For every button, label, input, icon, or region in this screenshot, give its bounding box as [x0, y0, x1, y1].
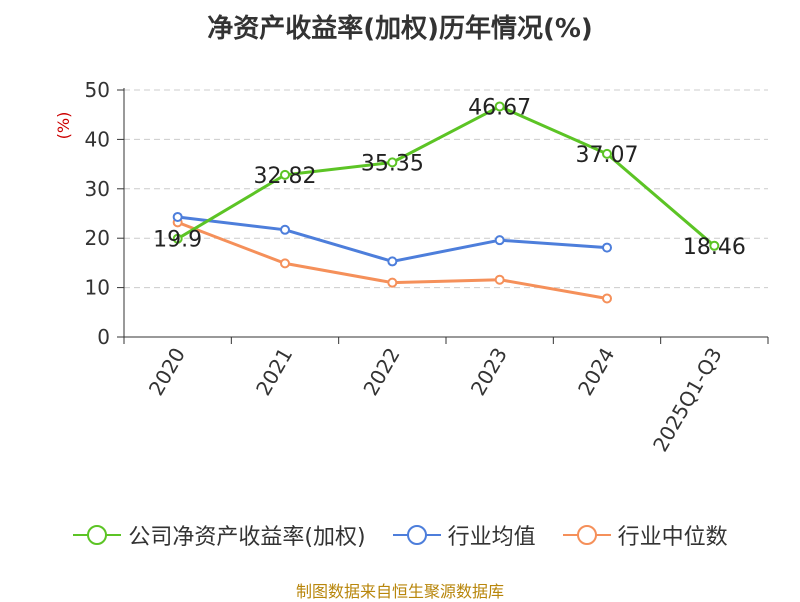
x-tick-label: 2025Q1-Q3: [648, 344, 727, 456]
y-tick-label: 20: [85, 226, 110, 250]
data-point-0: [387, 157, 398, 168]
legend-line-icon: [562, 525, 611, 545]
legend-item-2: 行业中位数: [562, 519, 728, 551]
data-point-1: [172, 211, 183, 222]
data-point-2: [602, 293, 612, 304]
y-tick-label: 40: [85, 127, 110, 151]
data-point-2: [280, 258, 290, 269]
data-point-1: [602, 242, 612, 253]
legend-item-0: 公司净资产收益率(加权): [72, 519, 366, 551]
x-tick-label: 2024: [573, 344, 619, 400]
legend-label: 行业中位数: [617, 525, 728, 550]
data-point-1: [494, 235, 505, 246]
data-source: 制图数据来自恒生聚源数据库: [295, 582, 504, 601]
legend-line-icon: [392, 525, 441, 545]
legend-line-icon: [73, 525, 122, 545]
y-tick-label: 30: [85, 177, 110, 201]
legend-marker: [406, 525, 427, 545]
data-label: 35.35: [361, 151, 424, 176]
data-point-0: [709, 240, 720, 251]
data-label: 46.67: [468, 95, 531, 120]
data-label: 18.46: [683, 235, 746, 260]
x-tick-label: 2020: [144, 344, 190, 400]
data-point-2: [387, 277, 398, 288]
y-tick-label: 50: [85, 78, 110, 102]
data-point-2: [494, 274, 505, 285]
x-tick-label: 2021: [251, 344, 297, 400]
legend-marker: [576, 525, 597, 545]
data-point-1: [280, 224, 290, 235]
legend-label: 公司净资产收益率(加权): [128, 525, 366, 550]
x-tick-label: 2023: [466, 344, 512, 400]
y-tick-label: 10: [85, 276, 110, 300]
data-label: 32.82: [254, 164, 317, 189]
data-point-1: [387, 256, 398, 267]
data-label: 37.07: [576, 143, 639, 168]
data-label: 19.9: [153, 228, 202, 253]
legend-marker: [87, 525, 108, 545]
y-axis-label: (%): [54, 112, 73, 140]
data-point-0: [602, 148, 612, 159]
legend-label: 行业均值: [447, 525, 536, 550]
data-point-0: [494, 101, 505, 112]
x-tick-label: 2022: [358, 344, 404, 400]
line-chart: 0 10 20 30 40 50 (%) 2020 2021 2022 2023 2024 2025Q1…: [54, 78, 769, 456]
chart-title: 净资产收益率(加权)历年情况(%): [207, 14, 593, 44]
chart-legend: 公司净资产收益率(加权) 行业均值 行业中位数: [0, 519, 800, 551]
series-line-1: [177, 215, 608, 263]
legend-item-1: 行业均值: [392, 519, 536, 551]
y-tick-label: 0: [97, 325, 110, 349]
series-line-0: [176, 104, 716, 247]
data-point-0: [280, 169, 290, 180]
data-point-0: [172, 233, 183, 244]
